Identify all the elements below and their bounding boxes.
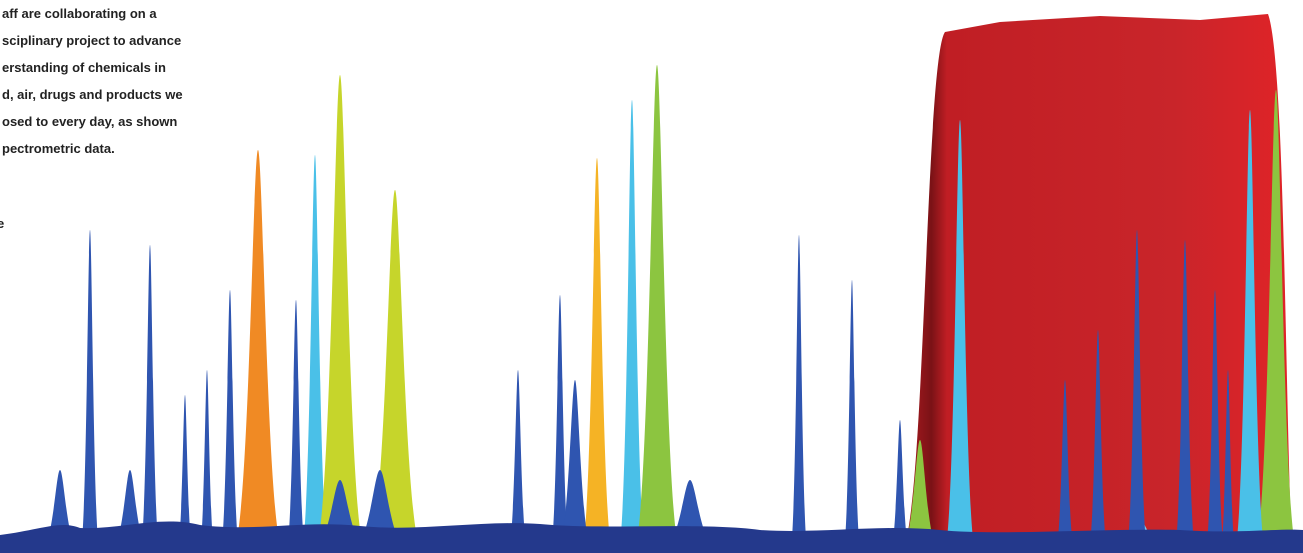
- peak: [790, 235, 808, 553]
- peak: [220, 290, 240, 553]
- peak: [286, 300, 306, 553]
- caption-fragment: e: [0, 216, 4, 231]
- caption-line: sciplinary project to advance: [2, 33, 181, 48]
- caption-line: d, air, drugs and products we: [2, 87, 183, 102]
- page: aff are collaborating on a sciplinary pr…: [0, 0, 1303, 553]
- spectrum-graphic: aff are collaborating on a sciplinary pr…: [0, 0, 1303, 553]
- caption-line: erstanding of chemicals in: [2, 60, 166, 75]
- caption-line: osed to every day, as shown: [2, 114, 177, 129]
- caption-line: pectrometric data.: [2, 141, 115, 156]
- peak: [618, 100, 646, 553]
- peak: [232, 150, 284, 553]
- peak: [80, 230, 100, 553]
- peak: [581, 158, 613, 553]
- peaks: [0, 14, 1303, 553]
- peak: [140, 245, 160, 553]
- caption: aff are collaborating on a sciplinary pr…: [0, 6, 183, 231]
- caption-line: aff are collaborating on a: [2, 6, 157, 21]
- peak: [843, 280, 861, 553]
